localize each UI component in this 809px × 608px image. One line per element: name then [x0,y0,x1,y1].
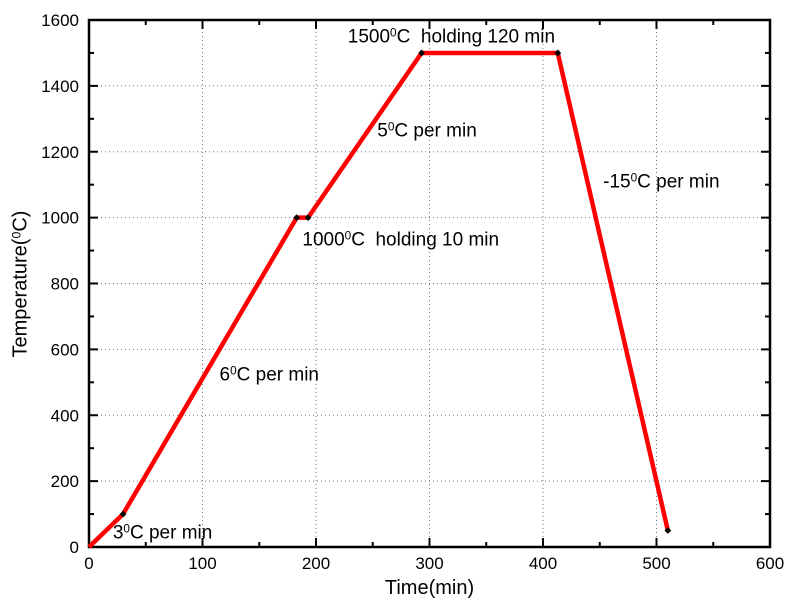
y-tick-labels: 0 200 400 600 800 1000 1200 1400 1600 [41,11,79,557]
x-axis-title: Time(min) [384,577,475,599]
y-tick-label: 1600 [41,11,79,30]
y-tick-label: 200 [51,472,79,491]
data-point-marker [293,214,301,222]
y-tick-label: 1200 [41,143,79,162]
data-point-marker [554,49,562,57]
ramp-5c-label: 50C per min [377,120,477,142]
y-tick-label: 0 [70,538,79,557]
y-tick-label: 800 [51,275,79,294]
ramp-3c-label: 30C per min [112,522,213,544]
y-tick-label: 600 [51,340,79,359]
x-tick-label: 200 [302,554,330,573]
x-tick-label: 600 [756,554,784,573]
series-markers [119,49,672,534]
y-tick-label: 1400 [41,77,79,96]
axis-ticks [88,19,771,548]
gridlines [89,20,770,547]
y-tick-label: 1000 [41,209,79,228]
x-tick-labels: 0 100 200 300 400 500 600 [84,554,784,573]
ramp-15c-label: -150C per min [603,171,720,193]
hold-1500c-label: 15000C holding 120 min [347,26,556,48]
data-point-marker [664,527,672,534]
y-tick-label: 400 [51,406,79,425]
ramp-6c-label: 60C per min [219,364,319,386]
data-point-marker [119,510,127,518]
data-point-marker [304,214,312,222]
hold-1000c-label: 10000C holding 10 min [302,229,500,251]
x-tick-label: 500 [642,554,670,573]
x-tick-label: 100 [188,554,216,573]
data-point-marker [418,49,425,57]
x-tick-label: 300 [415,554,443,573]
x-tick-label: 400 [529,554,557,573]
x-tick-label: 0 [84,554,93,573]
y-axis-title: Temperature(0C) [9,210,32,357]
